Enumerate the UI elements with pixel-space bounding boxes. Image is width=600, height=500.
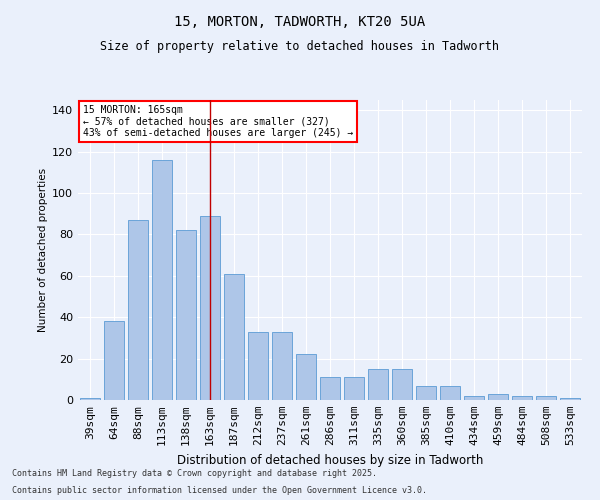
Bar <box>512 396 532 400</box>
Bar <box>272 332 292 400</box>
X-axis label: Distribution of detached houses by size in Tadworth: Distribution of detached houses by size … <box>177 454 483 466</box>
Bar <box>560 398 580 400</box>
Bar <box>248 332 268 400</box>
Text: 15 MORTON: 165sqm
← 57% of detached houses are smaller (327)
43% of semi-detache: 15 MORTON: 165sqm ← 57% of detached hous… <box>83 105 353 138</box>
Text: Contains public sector information licensed under the Open Government Licence v3: Contains public sector information licen… <box>12 486 427 495</box>
Bar <box>296 354 316 400</box>
Bar <box>488 394 508 400</box>
Bar <box>464 396 484 400</box>
Bar <box>440 386 460 400</box>
Bar <box>152 160 172 400</box>
Bar <box>344 377 364 400</box>
Bar <box>392 369 412 400</box>
Bar <box>128 220 148 400</box>
Bar <box>368 369 388 400</box>
Bar <box>176 230 196 400</box>
Bar <box>320 377 340 400</box>
Bar <box>200 216 220 400</box>
Text: Contains HM Land Registry data © Crown copyright and database right 2025.: Contains HM Land Registry data © Crown c… <box>12 468 377 477</box>
Text: Size of property relative to detached houses in Tadworth: Size of property relative to detached ho… <box>101 40 499 53</box>
Bar <box>80 398 100 400</box>
Y-axis label: Number of detached properties: Number of detached properties <box>38 168 48 332</box>
Bar <box>224 274 244 400</box>
Bar <box>416 386 436 400</box>
Text: 15, MORTON, TADWORTH, KT20 5UA: 15, MORTON, TADWORTH, KT20 5UA <box>175 15 425 29</box>
Bar <box>536 396 556 400</box>
Bar <box>104 322 124 400</box>
